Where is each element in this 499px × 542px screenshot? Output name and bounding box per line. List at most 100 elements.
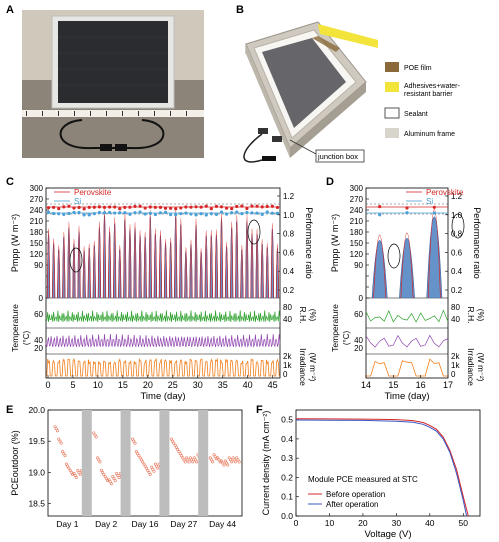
gap-band xyxy=(198,410,209,516)
si-ratio-point xyxy=(128,212,132,216)
perovskite-ratio-point xyxy=(270,204,274,208)
gap-band xyxy=(81,410,92,516)
perovskite-peak xyxy=(230,221,234,299)
perovskite-peak xyxy=(153,228,157,299)
ytick-right-label: 0.6 xyxy=(451,248,463,257)
pce-point xyxy=(102,472,106,476)
perovskite-ratio-point xyxy=(204,204,208,208)
ytick-left-label: 180 xyxy=(30,228,44,237)
perovskite-ratio-point xyxy=(163,206,168,210)
xtick-label: 0 xyxy=(294,518,299,528)
xtick-label: 20 xyxy=(358,518,368,528)
perovskite-peak xyxy=(143,231,147,299)
irradiance-tick-label: 0 xyxy=(283,370,288,379)
perovskite-peak xyxy=(133,222,137,299)
perovskite-ratio-point xyxy=(46,206,51,210)
xtick-label: 40 xyxy=(243,380,253,390)
irradiance-series xyxy=(46,357,280,377)
perovskite-ratio-point xyxy=(174,207,178,211)
pce-point xyxy=(67,466,71,470)
perovskite-peak xyxy=(138,229,142,299)
ytick-left-label: 300 xyxy=(350,184,364,193)
ytick-label: 0.1 xyxy=(281,492,293,502)
legend-title: Module PCE measured at STC xyxy=(308,475,418,484)
panel-label-c: C xyxy=(6,176,14,188)
si-ratio-point xyxy=(204,213,208,217)
annotation-ellipse xyxy=(387,243,401,269)
pce-point xyxy=(137,454,141,458)
pce-point xyxy=(109,482,113,486)
si-ratio-point xyxy=(169,212,173,217)
ytick-left-label: 210 xyxy=(350,217,364,226)
rh-tick-label: 40 xyxy=(283,315,292,324)
x-axis-label: Time (day) xyxy=(384,391,429,402)
si-ratio-point xyxy=(46,210,51,214)
pce-point xyxy=(113,479,117,483)
panel-label-d: D xyxy=(326,176,334,188)
ytick-left-label: 90 xyxy=(354,261,363,270)
perovskite-peak xyxy=(164,238,168,299)
xtick-label: 10 xyxy=(93,380,103,390)
x-axis-label: Voltage (V) xyxy=(365,529,412,540)
irradiance-tick-label: 1k xyxy=(283,361,292,370)
rh-axis-unit: (%) xyxy=(476,309,485,322)
perovskite-ratio-point xyxy=(275,205,280,210)
ytick-left-label: 240 xyxy=(30,206,44,215)
day-label: Day 16 xyxy=(132,519,159,529)
perovskite-peak xyxy=(77,225,81,299)
ytick-right-label: 0.4 xyxy=(283,267,295,276)
si-ratio-point xyxy=(260,212,264,216)
pce-point xyxy=(117,475,121,479)
pce-point xyxy=(141,460,145,464)
perovskite-peak xyxy=(373,234,387,299)
pce-point xyxy=(222,463,226,467)
temp-tick-label: 20 xyxy=(34,344,43,353)
xtick-label: 50 xyxy=(459,518,469,528)
perovskite-peak xyxy=(57,244,61,299)
ytick-left-label: 150 xyxy=(30,239,44,248)
legend-perovskite: Perovskite xyxy=(426,188,464,197)
ytick-label: 0.5 xyxy=(281,415,293,425)
temp-tick-label: 40 xyxy=(34,336,43,345)
xtick-label: 17 xyxy=(443,380,453,390)
si-ratio-point xyxy=(240,212,244,216)
xtick-label: 15 xyxy=(118,380,128,390)
x-axis-label: Time (day) xyxy=(140,391,185,402)
ytick-label: 18.5 xyxy=(28,499,45,509)
si-peak xyxy=(426,216,443,299)
perovskite-peak xyxy=(250,228,254,299)
perovskite-peak xyxy=(214,229,218,299)
rh-axis-label: R.H. xyxy=(466,307,476,324)
ytick-right-label: 1.2 xyxy=(283,192,295,201)
perovskite-peak xyxy=(158,229,162,299)
perovskite-peak xyxy=(400,232,414,299)
irradiance-axis-label: Irradiance xyxy=(298,348,308,386)
pce-point xyxy=(148,472,152,476)
perovskite-ratio-point xyxy=(77,205,81,210)
pce-point xyxy=(55,429,59,433)
xtick-label: 0 xyxy=(45,380,50,390)
perovskite-peak xyxy=(97,221,101,299)
outdoor-monitoring-charts: 0901201501802102402703000.20.40.60.81.01… xyxy=(10,184,485,402)
xtick-label: 10 xyxy=(325,518,335,528)
perovskite-ratio-point xyxy=(123,205,127,210)
ytick-right-label: 1.2 xyxy=(451,192,463,201)
perovskite-peak xyxy=(427,209,441,299)
day-label: Day 1 xyxy=(56,519,78,529)
perovskite-ratio-point xyxy=(230,207,234,211)
rh-tick-label: 80 xyxy=(283,303,292,312)
temperature-axis-label: Temperature xyxy=(10,304,20,352)
irradiance-axis-label: Irradiance xyxy=(466,348,476,386)
jv-curve-before xyxy=(295,418,469,517)
panel-label-f: F xyxy=(256,404,263,416)
si-ratio-point xyxy=(163,210,168,214)
perovskite-peak xyxy=(275,244,279,299)
perovskite-peak xyxy=(108,225,112,299)
perovskite-peak xyxy=(260,239,264,299)
pce-point xyxy=(183,460,187,464)
pce-point xyxy=(187,460,191,464)
si-peak xyxy=(399,238,415,299)
si-ratio-point xyxy=(77,210,81,215)
ytick-right-label: 1.0 xyxy=(451,211,463,220)
si-ratio-point xyxy=(72,210,76,215)
